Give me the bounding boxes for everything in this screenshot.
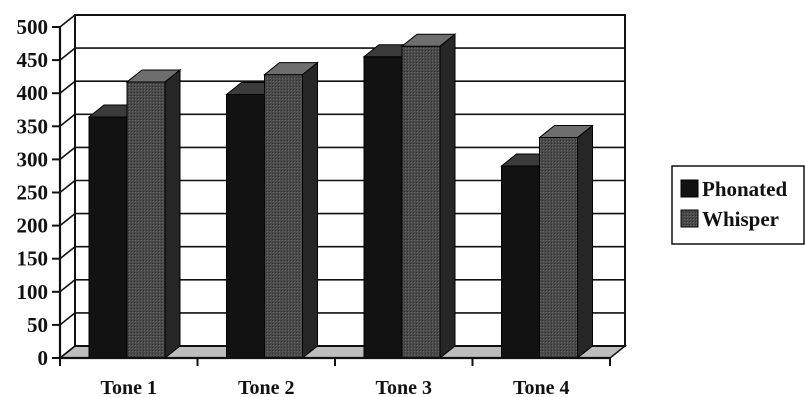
bar-side: [439, 33, 456, 360]
bar-side: [577, 124, 593, 360]
gridline-side: [59, 279, 76, 293]
bar-whisper-tone-4: [538, 124, 594, 360]
bar-front: [401, 45, 441, 359]
bars-layer: [87, 33, 594, 360]
bar-whisper-tone-1: [125, 68, 182, 360]
bar-front: [539, 137, 578, 359]
legend-box: [671, 165, 805, 245]
y-tick-label: 0: [38, 346, 49, 370]
y-tick-label: 50: [27, 313, 48, 337]
legend-item-whisper: Whisper: [680, 207, 779, 231]
y-tick-label: 350: [17, 114, 49, 138]
gridline-side: [59, 345, 76, 359]
gridline-side: [59, 113, 76, 127]
bar-whisper-tone-2: [263, 61, 319, 360]
bar-side: [164, 68, 181, 360]
y-tick-label: 100: [17, 280, 49, 304]
y-tick-label: 300: [17, 147, 49, 171]
x-tick-label: Tone 3: [375, 377, 432, 397]
bar-side: [302, 61, 318, 360]
x-tick-label: Tone 1: [100, 377, 157, 397]
bar-whisper-tone-3: [400, 33, 457, 360]
gridline-side: [59, 246, 76, 260]
axis-layer: 0 50 100 150 200 250 300 350 400 450 500 Tone 1 Tone…: [17, 15, 611, 397]
legend-swatch: [680, 209, 699, 228]
gridline-side: [59, 312, 76, 326]
bar-top: [125, 69, 182, 83]
y-tick-label: 450: [17, 48, 49, 72]
bar-front: [126, 81, 166, 359]
y-tick-label: 150: [17, 247, 49, 271]
gridline-side: [59, 47, 76, 61]
bar-front: [226, 94, 265, 359]
gridline-side: [59, 14, 76, 28]
gridline-side: [59, 212, 76, 227]
gridline-side: [59, 146, 76, 161]
bar-top: [400, 33, 457, 47]
bar-front: [264, 74, 303, 359]
y-tick-label: 400: [17, 81, 49, 105]
bar-front: [501, 165, 540, 359]
legend: Phonated Whisper: [671, 165, 805, 245]
x-tick-label: Tone 4: [513, 377, 570, 397]
legend-item-phonated: Phonated: [680, 177, 788, 201]
y-tick-label: 500: [17, 15, 49, 39]
legend-label: Phonated: [702, 177, 788, 201]
legend-swatch: [680, 179, 699, 198]
bar-top: [538, 125, 594, 139]
gridline-side: [59, 80, 76, 94]
gridline-side: [59, 179, 76, 194]
bar-top: [263, 62, 319, 76]
legend-label: Whisper: [702, 207, 779, 231]
bar-front: [88, 116, 128, 359]
bar-front: [363, 56, 403, 359]
y-tick-label: 200: [17, 214, 49, 238]
y-tick-label: 250: [17, 181, 49, 205]
x-tick-label: Tone 2: [238, 377, 295, 397]
